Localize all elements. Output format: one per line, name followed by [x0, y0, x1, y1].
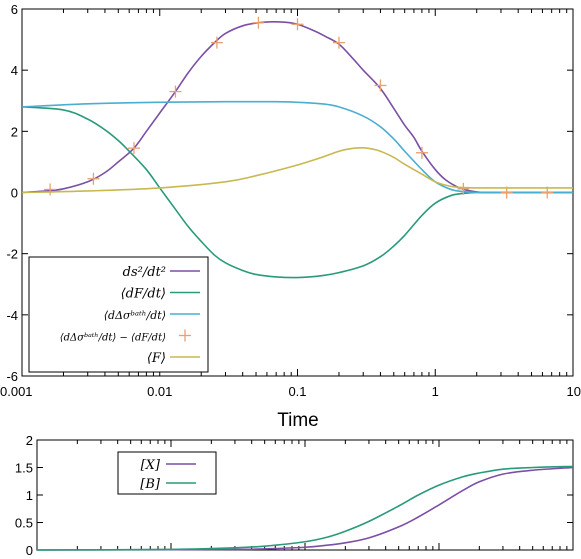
y-tick-label: 0 [26, 543, 33, 558]
y-tick-label: 0 [11, 186, 18, 201]
y-tick-label: 1.5 [15, 461, 33, 476]
legend-marker [179, 329, 191, 342]
x-tick-label: 1 [432, 384, 439, 399]
y-tick-label: 2 [26, 433, 33, 448]
marker-point [127, 142, 140, 155]
bottom-plot-frame [36, 439, 574, 551]
marker-point [169, 85, 182, 98]
y-tick-label: 4 [11, 63, 18, 78]
legend-label: [X] [141, 458, 161, 473]
series-1-line [36, 465, 574, 551]
series-4-line [21, 147, 573, 194]
legend-label: ⟨dΔσᵇᵃᵗʰ/dt⟩ [104, 309, 166, 322]
legend-label: ⟨dΔσᵇᵃᵗʰ/dt⟩ − ⟨dF/dt⟩ [60, 333, 166, 344]
bottom-legend-box [117, 451, 217, 495]
legend-label: ⟨F⟩ [147, 351, 166, 366]
x-tick-label: 0.001 [0, 384, 33, 399]
series-2-line [21, 100, 573, 194]
y-tick-label: -4 [6, 308, 18, 323]
marker-point [44, 183, 57, 196]
legend-label: ⟨dF/dt⟩ [121, 287, 166, 302]
legend-label: ds²/dt² [123, 265, 166, 280]
top-plot-legend: ds²/dt² ⟨dF/dt⟩ ⟨dΔσᵇᵃᵗʰ/dt⟩ ⟨dΔσᵇᵃᵗʰ/dt⟩ −… [28, 256, 209, 373]
top-plot-x-axis-label: Time [277, 410, 319, 431]
y-tick-label: 1 [26, 488, 33, 503]
marker-point [252, 16, 265, 29]
marker-point [210, 36, 223, 49]
legend-label: [B] [140, 477, 161, 492]
marker-point [457, 182, 470, 195]
marker-point [332, 36, 345, 49]
series-0-line [36, 466, 574, 551]
x-tick-label: 0.1 [288, 384, 306, 399]
y-tick-label: -2 [6, 247, 18, 262]
marker-point [415, 146, 428, 159]
marker-point [374, 79, 387, 92]
marker-point [87, 172, 100, 185]
y-tick-label: 2 [11, 124, 18, 139]
top-plot-ticks: -6 -4 -2 0 2 4 6 0.001 0.01 0.1 1 10 [0, 2, 581, 399]
top-plot-series [21, 16, 573, 279]
y-tick-label: -6 [6, 369, 18, 384]
top-plot: -6 -4 -2 0 2 4 6 0.001 0.01 0.1 1 10 Time ds²/dt² ⟨d… [0, 2, 581, 431]
y-tick-label: 0.5 [15, 516, 33, 531]
series-1-line [21, 106, 573, 279]
bottom-plot-ticks: 0 0.5 1 1.5 2 [15, 433, 574, 558]
series-0-line [21, 20, 573, 194]
bottom-plot-legend: [X] [B] [117, 451, 217, 495]
marker-point [291, 18, 304, 31]
x-tick-label: 10 [567, 384, 581, 399]
bottom-plot-series [36, 465, 574, 551]
bottom-plot: 0 0.5 1 1.5 2 [X] [B] [15, 433, 574, 558]
x-tick-label: 0.01 [147, 384, 172, 399]
y-tick-label: 6 [11, 2, 18, 17]
